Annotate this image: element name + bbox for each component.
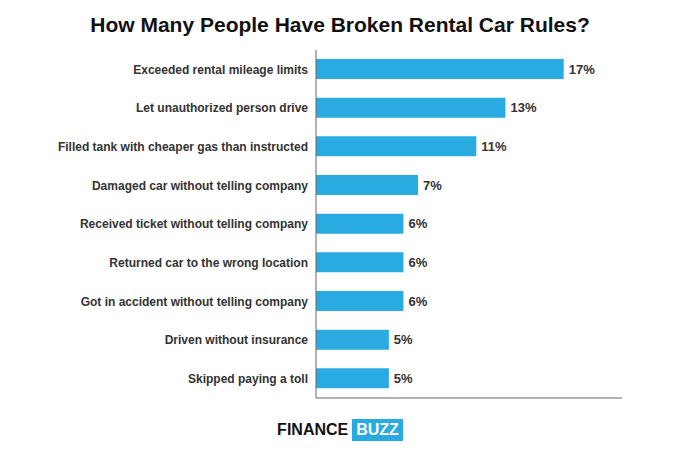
- svg-text:6%: 6%: [408, 255, 427, 270]
- svg-text:Damaged car without telling co: Damaged car without telling company: [92, 179, 308, 193]
- svg-text:Filled tank with cheaper gas t: Filled tank with cheaper gas than instru…: [58, 140, 308, 154]
- html-text:FINANCE: FINANCE: [277, 421, 349, 438]
- svg-text:6%: 6%: [408, 294, 427, 309]
- svg-text:Returned car to the wrong loca: Returned car to the wrong location: [109, 256, 308, 270]
- svg-text:11%: 11%: [481, 139, 507, 154]
- svg-text:17%: 17%: [569, 62, 595, 77]
- svg-text:Exceeded rental mileage limits: Exceeded rental mileage limits: [133, 63, 308, 77]
- svg-text:Let unauthorized person drive: Let unauthorized person drive: [136, 101, 308, 115]
- svg-text:7%: 7%: [423, 178, 442, 193]
- svg-text:Skipped paying a toll: Skipped paying a toll: [188, 372, 308, 386]
- svg-text:6%: 6%: [408, 216, 427, 231]
- svg-text:5%: 5%: [394, 371, 413, 386]
- svg-text:Received ticket without tellin: Received ticket without telling company: [80, 217, 308, 231]
- html-text:How Many People Have Broken Re: How Many People Have Broken Rental Car R…: [90, 13, 590, 36]
- svg-text:Driven without insurance: Driven without insurance: [165, 333, 309, 347]
- svg-text:Got in accident without tellin: Got in accident without telling company: [81, 295, 309, 309]
- svg-text:5%: 5%: [394, 332, 413, 347]
- html-text:BUZZ: BUZZ: [356, 421, 399, 438]
- svg-text:13%: 13%: [510, 100, 536, 115]
